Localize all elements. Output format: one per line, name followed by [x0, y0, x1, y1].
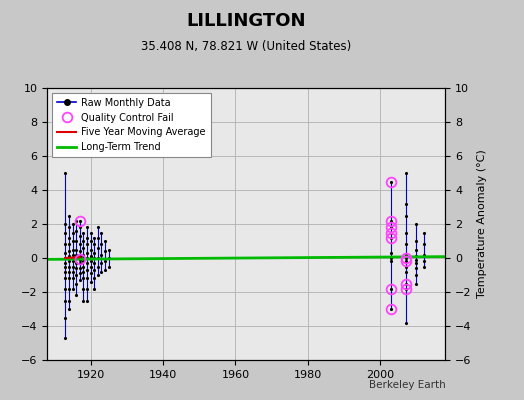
Legend: Raw Monthly Data, Quality Control Fail, Five Year Moving Average, Long-Term Tren: Raw Monthly Data, Quality Control Fail, …: [52, 93, 211, 157]
Y-axis label: Temperature Anomaly (°C): Temperature Anomaly (°C): [477, 150, 487, 298]
Text: Berkeley Earth: Berkeley Earth: [369, 380, 445, 390]
Text: 35.408 N, 78.821 W (United States): 35.408 N, 78.821 W (United States): [141, 40, 352, 53]
Text: LILLINGTON: LILLINGTON: [187, 12, 306, 30]
